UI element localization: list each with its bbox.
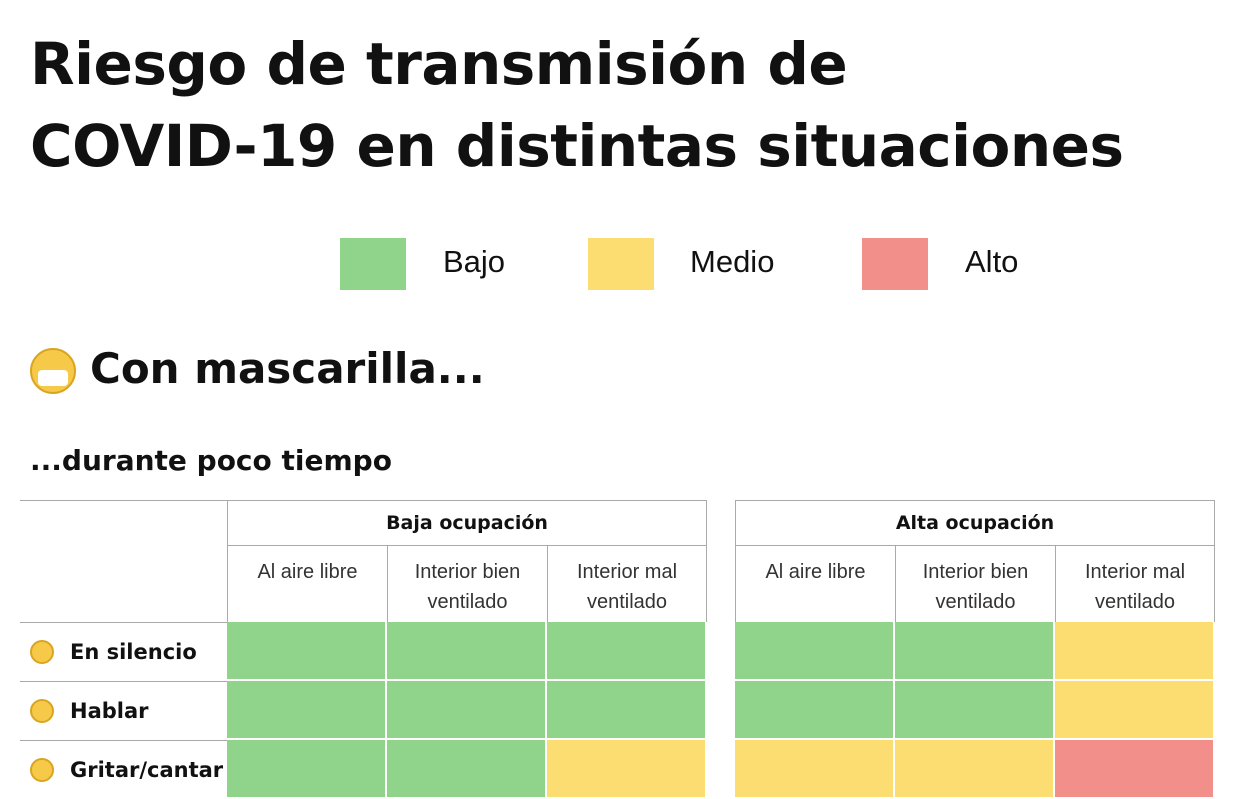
legend-label: Bajo — [443, 244, 506, 279]
risk-cell — [227, 622, 387, 681]
risk-cell — [895, 681, 1055, 740]
risk-cell — [547, 681, 707, 740]
title-line: COVID-19 en distintas situaciones — [30, 112, 1124, 180]
row-emoji — [30, 699, 54, 723]
title-line: Riesgo de transmisión de — [30, 30, 848, 98]
legend-swatch — [340, 238, 406, 290]
risk-cell — [1055, 681, 1215, 740]
legend-swatch — [588, 238, 654, 290]
section-title: Con mascarilla... — [90, 344, 485, 393]
page: Riesgo de transmisión de COVID-19 en dis… — [20, 30, 1215, 799]
column-header: Interior bien ventilado — [895, 545, 1055, 622]
legend-swatch — [862, 238, 928, 290]
risk-cell — [1055, 622, 1215, 681]
group-header: Baja ocupación — [227, 500, 707, 546]
legend-label: Alto — [965, 244, 1019, 279]
risk-cell — [735, 622, 895, 681]
risk-cell — [227, 681, 387, 740]
mask-emoji — [30, 348, 76, 394]
row-label: Hablar — [20, 681, 227, 740]
column-header: Al aire libre — [227, 545, 387, 622]
risk-cell — [387, 681, 547, 740]
risk-cell — [895, 622, 1055, 681]
mask — [38, 370, 68, 386]
legend-label: Medio — [690, 244, 775, 279]
column-header: Interior mal ventilado — [547, 545, 707, 622]
column-header: Interior mal ventilado — [1055, 545, 1215, 622]
risk-cell — [735, 681, 895, 740]
column-header: Interior bien ventilado — [387, 545, 547, 622]
row-emoji — [30, 640, 54, 664]
column-header: Al aire libre — [735, 545, 895, 622]
risk-cell — [547, 622, 707, 681]
risk-cell — [387, 622, 547, 681]
group-header: Alta ocupación — [735, 500, 1215, 546]
row-label: En silencio — [20, 622, 227, 681]
header-rule — [20, 500, 227, 501]
section-subtitle: ...durante poco tiempo — [30, 444, 392, 477]
